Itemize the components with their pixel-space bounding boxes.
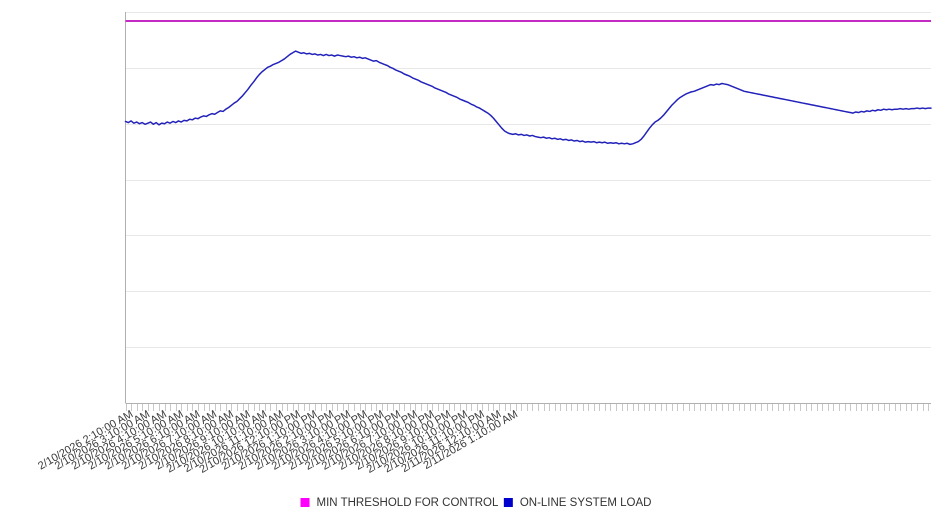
x-axis-ticks-group: [126, 404, 929, 411]
legend-label: MIN THRESHOLD FOR CONTROL: [317, 497, 499, 509]
chart-legend: MIN THRESHOLD FOR CONTROL ON-LINE SYSTEM …: [300, 497, 652, 509]
legend-swatch: [300, 498, 310, 507]
legend-label: ON-LINE SYSTEM LOAD: [520, 497, 652, 509]
x-axis-tick-labels: 2/10/2026 2:10:00 AM2/10/2026 3:10:00 AM…: [36, 408, 520, 476]
legend-swatch: [503, 498, 513, 507]
gridlines-group: [125, 12, 931, 348]
online-system-load-line: [124, 50, 932, 146]
